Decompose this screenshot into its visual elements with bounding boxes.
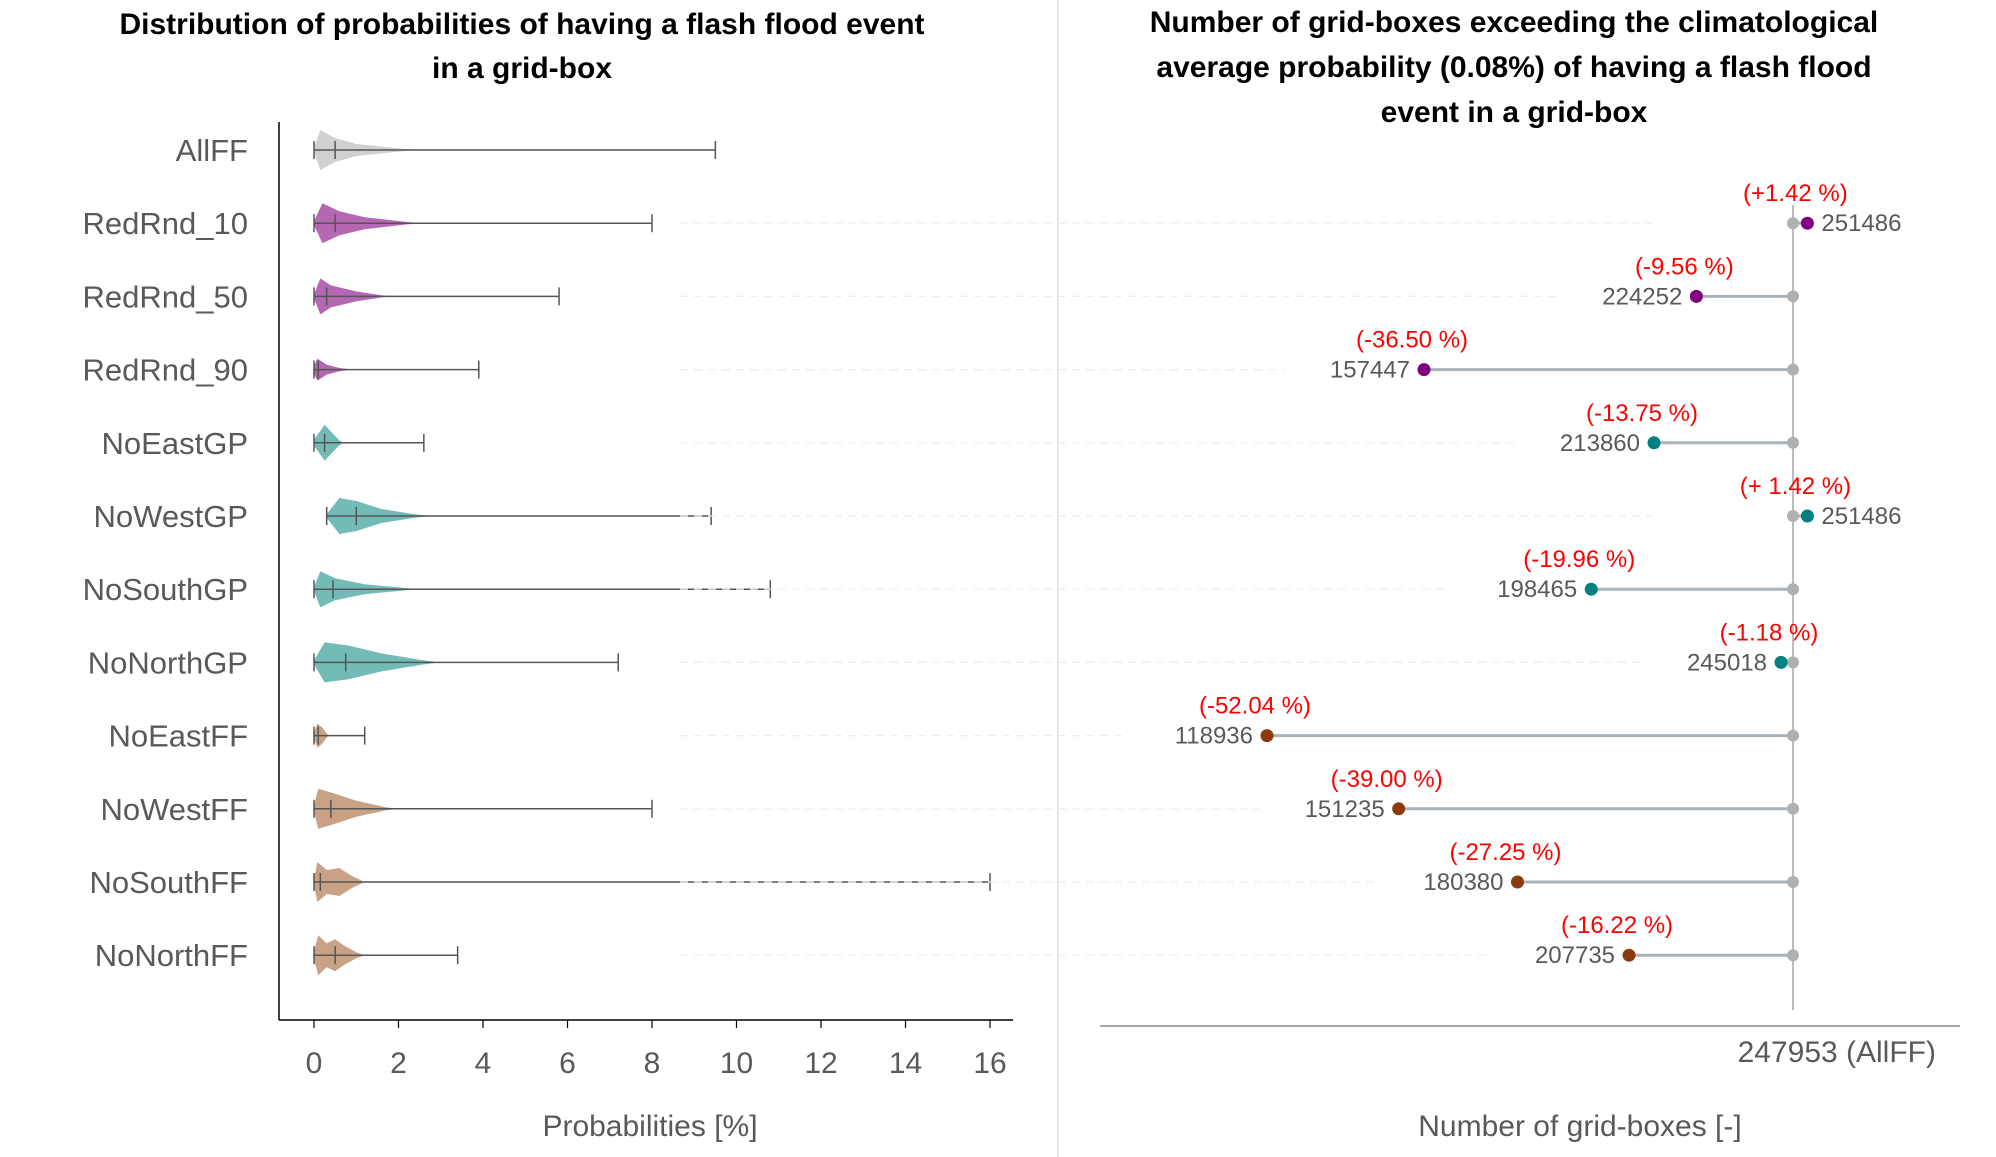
left-title-line-1: Distribution of probabilities of having … — [119, 8, 924, 41]
value-label: 180380 — [1423, 869, 1503, 896]
left-title-line-2: in a grid-box — [432, 52, 612, 85]
percent-change-label: (-16.22 %) — [1561, 912, 1673, 939]
reference-dot — [1787, 876, 1799, 888]
value-dot — [1800, 509, 1814, 523]
right-panel-title: Number of grid-boxes exceeding the clima… — [1150, 6, 1878, 129]
category-label: RedRnd_50 — [83, 279, 248, 314]
percent-change-label: (-52.04 %) — [1199, 693, 1311, 720]
value-dot — [1511, 875, 1525, 889]
category-label: NoSouthGP — [83, 572, 248, 607]
category-label: RedRnd_10 — [83, 206, 248, 241]
value-label: 213860 — [1560, 430, 1640, 457]
left-x-tick-label: 0 — [306, 1047, 323, 1080]
reference-dot — [1787, 949, 1799, 962]
value-dot — [1689, 289, 1703, 303]
value-label: 157447 — [1330, 357, 1410, 384]
right-title-line-3: event in a grid-box — [1381, 96, 1648, 129]
reference-label: 247953 (AllFF) — [1738, 1036, 1936, 1069]
percent-change-label: (-39.00 %) — [1331, 766, 1443, 793]
reference-dot — [1787, 656, 1799, 669]
reference-dot — [1787, 363, 1799, 376]
category-label: NoEastFF — [108, 719, 248, 754]
category-label: NoNorthFF — [95, 938, 248, 973]
value-dot — [1260, 729, 1274, 743]
value-label: 198465 — [1497, 576, 1577, 603]
category-label: NoSouthFF — [89, 865, 248, 900]
reference-dot — [1787, 729, 1799, 742]
percent-change-label: (-27.25 %) — [1449, 839, 1561, 866]
value-label: 251486 — [1821, 210, 1901, 237]
category-label: NoWestGP — [94, 499, 248, 534]
reference-dot — [1787, 583, 1799, 596]
percent-change-label: (+1.42 %) — [1743, 180, 1848, 207]
left-panel-title: Distribution of probabilities of having … — [119, 8, 924, 85]
reference-dot — [1787, 217, 1799, 230]
reference-dot — [1787, 802, 1799, 815]
value-label: 245018 — [1687, 649, 1767, 676]
left-x-tick-label: 2 — [390, 1047, 407, 1080]
value-dot — [1417, 363, 1431, 377]
right-title-line-2: average probability (0.08%) of having a … — [1156, 51, 1871, 84]
value-dot — [1774, 655, 1788, 669]
percent-change-label: (-36.50 %) — [1356, 327, 1468, 354]
reference-dot — [1787, 290, 1799, 303]
right-x-axis-label: Number of grid-boxes [-] — [1418, 1110, 1741, 1143]
value-dot — [1392, 802, 1406, 816]
category-label: AllFF — [176, 133, 248, 168]
left-x-axis-label: Probabilities [%] — [542, 1110, 757, 1143]
left-x-tick-label: 6 — [559, 1047, 576, 1080]
reference-dot — [1787, 510, 1799, 522]
percent-change-label: (-9.56 %) — [1635, 253, 1734, 280]
percent-change-label: (+ 1.42 %) — [1740, 473, 1851, 500]
left-x-tick-label: 8 — [644, 1047, 661, 1080]
left-x-tick-label: 4 — [475, 1047, 492, 1080]
percent-change-label: (-1.18 %) — [1720, 619, 1819, 646]
left-x-tick-label: 12 — [804, 1047, 837, 1080]
violin-chart: 0 2 4 6 8 10 12 14 16 AllFF RedRnd_10 RedRnd_50 RedR… — [83, 122, 1013, 1080]
lollipop-chart: 251486 (+1.42 %) 224252 (-9.56 %) 157447 (-36… — [680, 180, 1960, 1027]
value-label: 118936 — [1175, 723, 1253, 750]
category-label: NoNorthGP — [88, 645, 248, 680]
percent-change-label: (-13.75 %) — [1586, 400, 1698, 427]
value-label: 207735 — [1535, 942, 1615, 969]
value-label: 151235 — [1305, 796, 1385, 823]
left-x-tick-label: 10 — [720, 1047, 753, 1080]
left-x-tick-label: 16 — [973, 1047, 1006, 1080]
value-label: 224252 — [1602, 283, 1682, 310]
value-dot — [1622, 948, 1636, 962]
percent-change-label: (-19.96 %) — [1523, 546, 1635, 573]
value-label: 251486 — [1821, 503, 1901, 530]
value-dot — [1584, 582, 1598, 596]
value-dot — [1800, 216, 1814, 230]
right-title-line-1: Number of grid-boxes exceeding the clima… — [1150, 6, 1878, 39]
value-dot — [1647, 436, 1661, 450]
category-label: NoWestFF — [100, 792, 248, 827]
left-x-tick-label: 14 — [889, 1047, 922, 1080]
category-label: RedRnd_90 — [83, 353, 248, 388]
category-label: NoEastGP — [102, 426, 248, 461]
reference-dot — [1787, 436, 1799, 449]
